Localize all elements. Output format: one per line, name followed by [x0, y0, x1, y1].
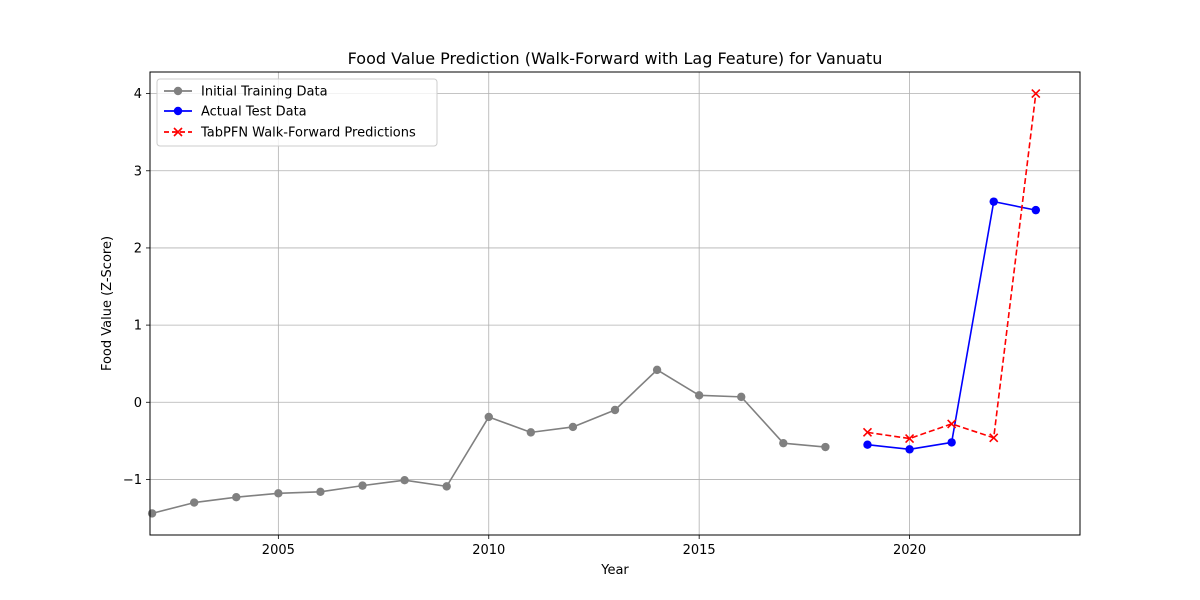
y-tick-label: 4: [134, 87, 142, 102]
series-1: [863, 197, 1041, 454]
legend-swatch-marker-actual: [173, 106, 183, 116]
data-point: [652, 365, 662, 375]
data-point: [189, 498, 199, 507]
data-point: [442, 482, 451, 491]
y-axis-label: Food Value (Z-Score): [100, 236, 115, 371]
data-point: [1031, 205, 1041, 215]
plot-area-frame: [149, 71, 1081, 536]
legend-label-training: Initial Training Data: [201, 85, 328, 100]
data-point: [1031, 89, 1041, 99]
legend-swatch-marker-predictions: [173, 127, 183, 137]
y-tick-label: 0: [134, 396, 142, 411]
x-tick-label: 2005: [262, 543, 295, 558]
data-point: [568, 422, 578, 432]
data-point: [862, 427, 873, 437]
data-point: [358, 481, 367, 490]
y-tick-label: 3: [134, 164, 142, 179]
legend-swatch-marker-training: [173, 86, 183, 96]
series-0: [147, 365, 830, 518]
data-point: [779, 438, 788, 448]
data-point: [905, 445, 914, 454]
series-2: [862, 89, 1041, 444]
x-axis-label: Year: [600, 563, 629, 578]
data-point: [274, 489, 283, 498]
chart-title: Food Value Prediction (Walk-Forward with…: [348, 49, 883, 68]
legend-label-actual: Actual Test Data: [201, 105, 307, 120]
x-tick-label: 2015: [683, 543, 716, 558]
y-tick-label: 1: [134, 319, 142, 334]
data-point: [863, 440, 872, 449]
grid-lines: [150, 72, 1080, 535]
data-point: [694, 391, 704, 400]
data-point: [316, 487, 325, 496]
y-tick-label: −1: [123, 473, 142, 488]
plot-series: [147, 89, 1041, 518]
data-point: [484, 412, 493, 422]
x-tick-label: 2020: [893, 543, 926, 558]
legend-box: [156, 78, 438, 147]
series-line: [867, 93, 1037, 440]
data-point: [947, 438, 956, 447]
data-point: [737, 392, 746, 402]
x-tick-label: 2010: [472, 543, 505, 558]
legend: Initial Training Data Actual Test Data T…: [156, 78, 438, 147]
data-point: [147, 509, 157, 518]
data-point: [947, 419, 957, 429]
data-point: [400, 476, 409, 485]
y-tick-label: 2: [134, 241, 142, 256]
data-point: [232, 492, 241, 502]
data-point: [989, 197, 998, 206]
data-point: [610, 405, 620, 415]
data-point: [905, 433, 915, 444]
legend-label-predictions: TabPFN Walk-Forward Predictions: [200, 126, 416, 141]
data-point: [821, 442, 830, 452]
data-point: [989, 433, 999, 443]
data-point: [526, 428, 536, 437]
axes: 2005 2010 2015 2020 −1 0 1 2 3 4: [123, 87, 926, 558]
